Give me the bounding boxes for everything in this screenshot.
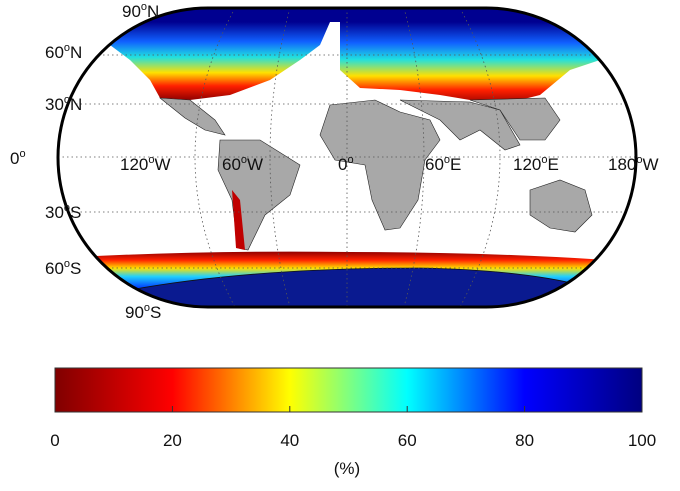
colorbar-tick-label: 60: [398, 431, 417, 450]
degree-value: 90: [122, 2, 141, 21]
degree-value: 30: [45, 203, 64, 222]
colorbar: [54, 367, 643, 413]
hemisphere: W: [643, 155, 659, 174]
degree-value: 30: [45, 95, 64, 114]
lon-label: 60oE: [425, 154, 461, 174]
degree-mark: o: [64, 42, 70, 54]
eurasia-snow: [340, 22, 600, 105]
hemisphere: S: [150, 303, 161, 322]
lat-label: 60oS: [45, 258, 81, 278]
lon-label: 180oW: [608, 154, 659, 174]
map-body: [58, 8, 636, 307]
andes-snow: [232, 190, 245, 250]
hemisphere: W: [247, 155, 263, 174]
australia: [529, 179, 593, 233]
colorbar-label: (%): [334, 459, 360, 478]
lat-label: 90oS: [125, 302, 161, 322]
lon-label: 120oE: [513, 154, 559, 174]
colorbar-tick-label: 80: [515, 431, 534, 450]
degree-mark: o: [19, 148, 25, 160]
degree-mark: o: [64, 94, 70, 106]
lat-label: 60oN: [45, 42, 82, 62]
degree-mark: o: [141, 1, 147, 13]
colorbar-tick-label: 0: [50, 431, 59, 450]
north-america-snow: [100, 22, 330, 100]
map-frame: [56, 6, 638, 309]
lat-label: 30oS: [45, 202, 81, 222]
lon-label: 60oW: [222, 154, 263, 174]
degree-mark: o: [148, 154, 154, 166]
degree-value: 60: [45, 43, 64, 62]
hemisphere: N: [147, 2, 159, 21]
africa: [319, 99, 441, 231]
colorbar-tick-label: 40: [280, 431, 299, 450]
degree-mark: o: [64, 202, 70, 214]
degree-mark: o: [347, 154, 353, 166]
degree-mark: o: [636, 154, 642, 166]
degree-mark: o: [444, 154, 450, 166]
degree-value: 0: [338, 155, 347, 174]
hemisphere: W: [155, 155, 171, 174]
degree-value: 60: [425, 155, 444, 174]
degree-mark: o: [541, 154, 547, 166]
degree-mark: o: [64, 258, 70, 270]
degree-value: 90: [125, 303, 144, 322]
hemisphere: N: [70, 95, 82, 114]
south-asia: [399, 99, 521, 151]
hemisphere: N: [70, 43, 82, 62]
degree-value: 60: [222, 155, 241, 174]
graticule: [58, 8, 636, 307]
hemisphere: E: [548, 155, 559, 174]
colorbar-tick-label: 100: [628, 431, 656, 450]
degree-value: 120: [120, 155, 148, 174]
lat-label: 0o: [10, 148, 26, 168]
east-asia: [469, 97, 561, 141]
antarctica: [108, 267, 601, 307]
lat-label: 30oN: [45, 94, 82, 114]
degree-mark: o: [241, 154, 247, 166]
degree-value: 60: [45, 259, 64, 278]
lon-label: 0o: [338, 154, 354, 174]
degree-mark: o: [144, 302, 150, 314]
hemisphere: S: [70, 203, 81, 222]
hemisphere: S: [70, 259, 81, 278]
lon-label: 120oW: [120, 154, 171, 174]
colorbar-tick-label: 20: [163, 431, 182, 450]
lat-label: 90oN: [122, 1, 159, 21]
central-america: [159, 97, 226, 136]
degree-value: 0: [10, 149, 19, 168]
degree-value: 180: [608, 155, 636, 174]
degree-value: 120: [513, 155, 541, 174]
hemisphere: E: [450, 155, 461, 174]
